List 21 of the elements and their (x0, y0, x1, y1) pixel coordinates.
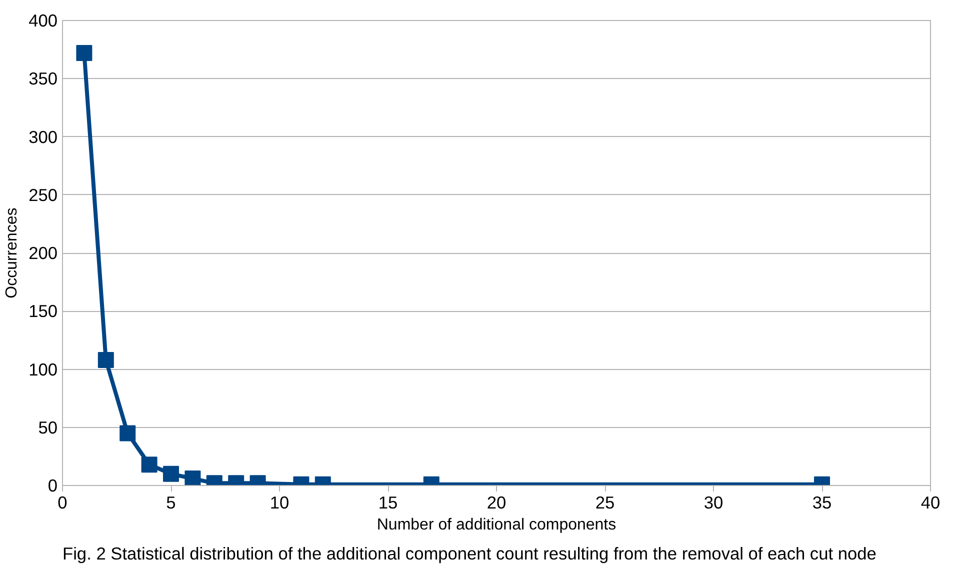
point (76, 45, 92, 62)
y-tick-label: 250 (28, 184, 58, 205)
x-tick-label: 25 (595, 492, 615, 512)
y-tick-label: 0 (48, 476, 58, 496)
x-tick-label: 40 (920, 492, 940, 512)
x-tick-label: 10 (270, 492, 290, 512)
y-axis-title: Occurrences (4, 208, 21, 298)
y-tick-label: 300 (28, 126, 58, 147)
x-tick-label: 5 (166, 492, 176, 512)
y-tick-label: 350 (28, 68, 58, 89)
y-tick-label: 150 (28, 301, 58, 322)
caption: Fig. 2 Statistical distribution of the additional component count resulting from the removal of each cut node (62, 544, 876, 564)
y-tick-label: 200 (28, 243, 58, 263)
y-tick-label: 100 (28, 359, 58, 380)
y-tick-label: 50 (38, 417, 58, 438)
x-axis-title: Number of additional components (376, 516, 616, 534)
x-tick-label: 30 (704, 492, 724, 512)
y-tick-label: 400 (28, 10, 58, 30)
x-tick-label: 15 (378, 492, 398, 512)
x-tick-label: 20 (486, 492, 506, 512)
x-tick-label: 35 (812, 492, 832, 512)
